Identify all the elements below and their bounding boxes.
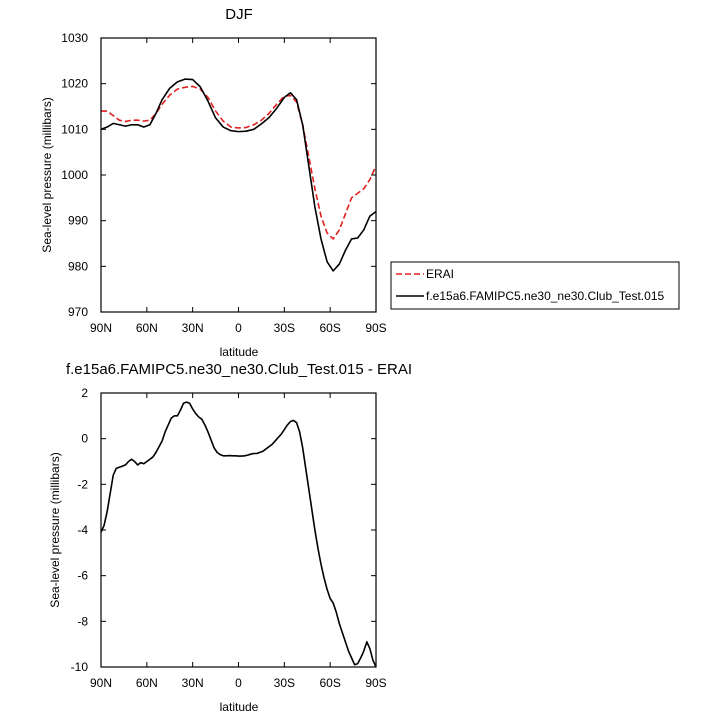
bottom-series-group bbox=[100, 401, 377, 668]
top-plot-frame bbox=[100, 37, 377, 313]
bottom-y-tick-label: -4 bbox=[77, 523, 88, 537]
top-series-group bbox=[100, 78, 377, 272]
bottom-panel: f.e15a6.FAMIPC5.ne30_ne30.Club_Test.015 … bbox=[48, 361, 412, 714]
top-x-tick-label: 0 bbox=[235, 321, 242, 335]
bottom-chart-title: f.e15a6.FAMIPC5.ne30_ne30.Club_Test.015 … bbox=[66, 361, 412, 378]
bottom-y-tick-label: 2 bbox=[81, 386, 88, 400]
top-y-tick-label: 970 bbox=[68, 305, 88, 319]
top-x-tick-label: 60N bbox=[136, 321, 158, 335]
bottom-series-line-0 bbox=[100, 401, 377, 668]
bottom-x-axis-label: latitude bbox=[220, 700, 259, 714]
bottom-y-tick-label: 0 bbox=[81, 432, 88, 446]
bottom-y-tick-label: -8 bbox=[77, 614, 88, 628]
top-x-tick-label: 30S bbox=[274, 321, 295, 335]
bottom-x-tick-label: 60N bbox=[136, 676, 158, 690]
legend: ERAI f.e15a6.FAMIPC5.ne30_ne30.Club_Test… bbox=[390, 261, 680, 310]
top-y-axis-label: Sea-level pressure (millibars) bbox=[40, 97, 54, 252]
bottom-x-tick-label: 30S bbox=[274, 676, 295, 690]
bottom-x-tick-label: 90N bbox=[90, 676, 112, 690]
legend-box bbox=[390, 261, 680, 310]
top-x-axis-label: latitude bbox=[220, 345, 259, 359]
bottom-x-tick-label: 60S bbox=[319, 676, 340, 690]
top-series-line-0 bbox=[101, 85, 377, 240]
top-y-tick-label: 1020 bbox=[61, 77, 88, 91]
top-axis-ticks: 90N 60N 30N 0 30S 60S 90S 970 980 990 1000 1010 1020… bbox=[61, 31, 386, 335]
bottom-y-tick-label: -10 bbox=[71, 660, 89, 674]
top-panel: DJF 90N 60N 30N 0 30S 60S 90S 970 980 990 1000 1010… bbox=[40, 6, 680, 359]
bottom-y-axis-label: Sea-level pressure (millibars) bbox=[48, 452, 62, 607]
top-y-tick-label: 980 bbox=[68, 259, 88, 273]
top-x-tick-label: 90S bbox=[365, 321, 386, 335]
bottom-y-tick-label: -2 bbox=[77, 477, 88, 491]
top-chart-title: DJF bbox=[225, 6, 253, 23]
legend-label-erai: ERAI bbox=[426, 267, 454, 281]
top-y-tick-label: 990 bbox=[68, 214, 88, 228]
top-y-tick-label: 1010 bbox=[61, 122, 88, 136]
bottom-plot-frame bbox=[100, 392, 377, 668]
bottom-y-tick-label: -6 bbox=[77, 569, 88, 583]
bottom-x-tick-label: 0 bbox=[235, 676, 242, 690]
bottom-axis-ticks: 90N 60N 30N 0 30S 60S 90S -10 -8 -6 -4 -2 0 2 bbox=[71, 386, 387, 690]
top-y-tick-label: 1030 bbox=[61, 31, 88, 45]
top-x-tick-label: 30N bbox=[182, 321, 204, 335]
bottom-x-tick-label: 90S bbox=[365, 676, 386, 690]
top-x-tick-label: 90N bbox=[90, 321, 112, 335]
bottom-x-tick-label: 30N bbox=[182, 676, 204, 690]
top-x-tick-label: 60S bbox=[319, 321, 340, 335]
legend-label-model: f.e15a6.FAMIPC5.ne30_ne30.Club_Test.015 bbox=[426, 289, 664, 303]
top-series-line-1 bbox=[100, 78, 377, 272]
top-y-tick-label: 1000 bbox=[61, 168, 88, 182]
